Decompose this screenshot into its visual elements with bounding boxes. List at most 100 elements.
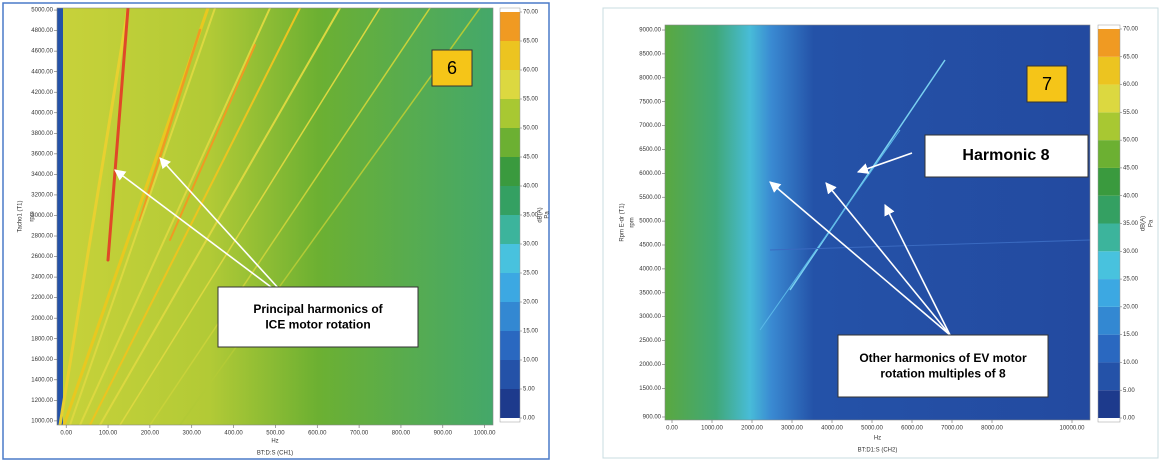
- colorbar-segment: [500, 302, 520, 331]
- y-tick-label: 2000.00: [639, 362, 661, 368]
- y-tick-label: 1000.00: [31, 418, 53, 424]
- x-tick-label: 10000.00: [1059, 426, 1085, 432]
- x-tick-label: 5000.00: [861, 426, 883, 432]
- colorbar-tick-label: 60.00: [523, 68, 539, 74]
- colorbar-segment: [1098, 140, 1120, 168]
- y-tick-label: 5000.00: [639, 219, 661, 225]
- plot-frame: [56, 7, 494, 426]
- colorbar-segment: [500, 360, 520, 389]
- x-tick-label: 300.00: [183, 431, 202, 437]
- x-axis-label: BT:D1:S (CH2): [858, 448, 898, 454]
- colorbar-label: dB(A): [538, 207, 544, 222]
- colorbar-tick-label: 25.00: [523, 271, 539, 277]
- colorbar-tick-label: 45.00: [523, 155, 539, 161]
- heat-field-edge: [57, 8, 63, 425]
- y-tick-label: 4600.00: [31, 49, 53, 55]
- colorbar-segment: [1098, 390, 1120, 418]
- y-tick-label: 3200.00: [31, 193, 53, 199]
- heat-field: [57, 8, 493, 425]
- y-tick-label: 1200.00: [31, 398, 53, 404]
- y-tick-label: 4000.00: [639, 266, 661, 272]
- colorbar-segment: [1098, 195, 1120, 224]
- y-tick-label: 1400.00: [31, 377, 53, 383]
- colorbar-segment: [500, 70, 520, 99]
- colorbar-segment: [500, 157, 520, 186]
- x-tick-label: 0.00: [666, 426, 678, 432]
- y-tick-label: 3000.00: [31, 213, 53, 219]
- y-tick-label: 1500.00: [639, 386, 661, 392]
- colorbar-tick-label: 35.00: [523, 213, 539, 219]
- colorbar-tick-label: 5.00: [523, 387, 535, 393]
- colorbar-tick-label: 15.00: [523, 329, 539, 335]
- colorbar-tick-label: 50.00: [1123, 138, 1139, 144]
- plot-frame: [664, 24, 1091, 421]
- colorbar-tick-label: 15.00: [1123, 332, 1139, 338]
- x-tick-label: 200.00: [141, 431, 160, 437]
- y-tick-label: 3000.00: [639, 314, 661, 320]
- y-tick-label: 3500.00: [639, 290, 661, 296]
- colorbar-tick-label: 70.00: [1123, 27, 1139, 33]
- y-tick-label: 1600.00: [31, 357, 53, 363]
- colorbar-label: Pa: [1149, 219, 1155, 227]
- x-tick-label: 100.00: [99, 431, 118, 437]
- y-tick-label: 8000.00: [639, 75, 661, 81]
- y-tick-label: 3600.00: [31, 151, 53, 157]
- x-tick-label: 600.00: [308, 431, 327, 437]
- colorbar-tick-label: 60.00: [1123, 82, 1139, 88]
- badge: 6 7: [431, 49, 1068, 103]
- x-axis-label: BT:D:S (CH1): [257, 451, 293, 457]
- y-tick-label: 4400.00: [31, 69, 53, 75]
- colorbar-segment: [1098, 362, 1120, 391]
- colorbar-tick-label: 65.00: [523, 39, 539, 45]
- x-axis-label: Hz: [874, 436, 881, 442]
- y-axis-label: Tacho1 (T1): [18, 200, 24, 232]
- x-tick-label: 2000.00: [741, 426, 763, 432]
- y-tick-label: 5500.00: [639, 195, 661, 201]
- colorbar-tick-label: 65.00: [1123, 54, 1139, 60]
- panel-frame: [602, 7, 1159, 459]
- colorbar-segment: [1098, 306, 1120, 335]
- y-tick-label: 6500.00: [639, 147, 661, 153]
- y-tick-label: 2000.00: [31, 316, 53, 322]
- colorbar-segment: [500, 273, 520, 302]
- colorbar-tick-label: 40.00: [1123, 193, 1139, 199]
- colorbar-tick-label: 20.00: [1123, 304, 1139, 310]
- harmonic-traces: [58, 8, 481, 425]
- y-tick-label: 8500.00: [639, 51, 661, 57]
- y-axis-label: rpm: [630, 217, 636, 227]
- colorbar-segment: [1098, 29, 1120, 57]
- colorbar-tick-label: 25.00: [1123, 277, 1139, 283]
- colorbar-tick-label: 20.00: [523, 300, 539, 306]
- y-tick-label: 4000.00: [31, 110, 53, 116]
- panel-frame: [2, 2, 550, 460]
- colorbar-segment: [1098, 251, 1120, 280]
- x-tick-label: 800.00: [392, 431, 411, 437]
- colorbar-segment: [500, 41, 520, 70]
- y-tick-label: 4200.00: [31, 90, 53, 96]
- colorbar-tick-label: 30.00: [1123, 249, 1139, 255]
- x-tick-label: 3000.00: [781, 426, 803, 432]
- annotation-box: [837, 334, 1049, 398]
- y-tick-label: 2200.00: [31, 295, 53, 301]
- y-tick-label: 2400.00: [31, 275, 53, 281]
- colorbar-segment: [500, 12, 520, 41]
- x-tick-label: 0.00: [60, 431, 72, 437]
- colorbar-segment: [1098, 334, 1120, 363]
- annotation: Harmonic 8: [962, 147, 1049, 164]
- colorbar-tick-label: 10.00: [523, 358, 539, 364]
- y-tick-label: 7000.00: [639, 123, 661, 129]
- y-tick-label: 1800.00: [31, 336, 53, 342]
- x-tick-label: 7000.00: [941, 426, 963, 432]
- x-tick-label: 900.00: [434, 431, 453, 437]
- colorbar-tick-label: 50.00: [523, 126, 539, 132]
- colorbar-tick-label: 55.00: [523, 97, 539, 103]
- x-tick-label: 6000.00: [901, 426, 923, 432]
- colorbar-segment: [500, 186, 520, 215]
- colorbar-tick-label: 55.00: [1123, 110, 1139, 116]
- y-tick-label: 3800.00: [31, 131, 53, 137]
- y-tick-label: 6000.00: [639, 171, 661, 177]
- y-tick-label: 2500.00: [639, 338, 661, 344]
- colorbar-segment: [1098, 167, 1120, 196]
- x-tick-label: 8000.00: [981, 426, 1003, 432]
- colorbar-tick-label: 70.00: [523, 10, 539, 16]
